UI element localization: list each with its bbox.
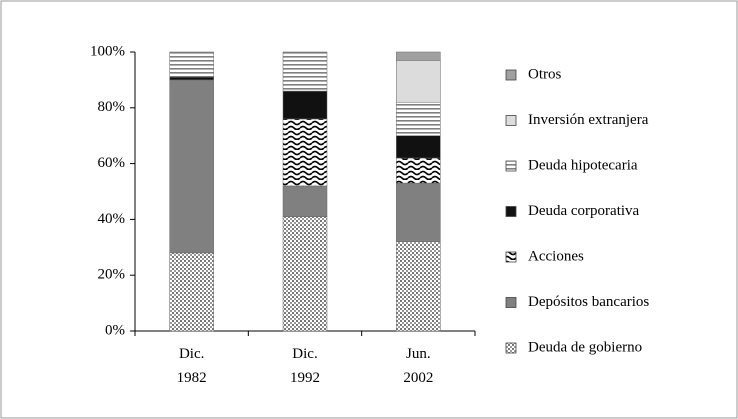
legend-swatch [505, 69, 517, 81]
legend-swatch [505, 251, 517, 263]
bar-segment [396, 241, 441, 332]
legend-swatch [505, 342, 517, 354]
legend-label: Deuda de gobierno [528, 339, 642, 355]
legend-label: Inversión extranjera [528, 112, 649, 128]
x-tick-label: Dic. 1992 [290, 346, 320, 386]
y-tick-label: 80% [98, 99, 126, 115]
x-tick-label: Jun. 2002 [403, 346, 433, 386]
legend-label: Otros [528, 66, 561, 82]
bar-segment [169, 76, 214, 81]
bar-segment [396, 135, 441, 159]
y-tick-label: 20% [98, 267, 126, 283]
bar-segment [282, 118, 328, 187]
legend-swatch [505, 297, 517, 308]
bar-segment [169, 51, 214, 78]
bar-segment [396, 51, 441, 61]
legend-swatch [505, 206, 517, 217]
bar-segment [169, 79, 214, 254]
y-tick-label: 40% [98, 211, 126, 227]
legend-swatch [505, 115, 517, 126]
legend-label: Acciones [528, 248, 584, 264]
legend-label: Depósitos bancarios [528, 294, 649, 310]
bar-segment [396, 101, 441, 136]
legend-label: Deuda corporativa [528, 203, 640, 219]
bar-segment [282, 216, 328, 332]
bar-segment [396, 60, 441, 103]
bar-segment [282, 90, 328, 120]
bar-segment [396, 157, 441, 184]
bar-segment [282, 185, 328, 217]
legend-swatch [505, 160, 517, 172]
y-tick-label: 60% [98, 155, 126, 171]
y-tick-label: 100% [90, 43, 125, 59]
bar-segment [169, 252, 214, 332]
bar-segment [396, 182, 441, 242]
y-tick-label: 0% [105, 322, 125, 338]
legend-label: Deuda hipotecaria [528, 157, 638, 173]
x-tick-label: Dic. 1982 [177, 346, 207, 386]
bar-segment [282, 51, 328, 92]
